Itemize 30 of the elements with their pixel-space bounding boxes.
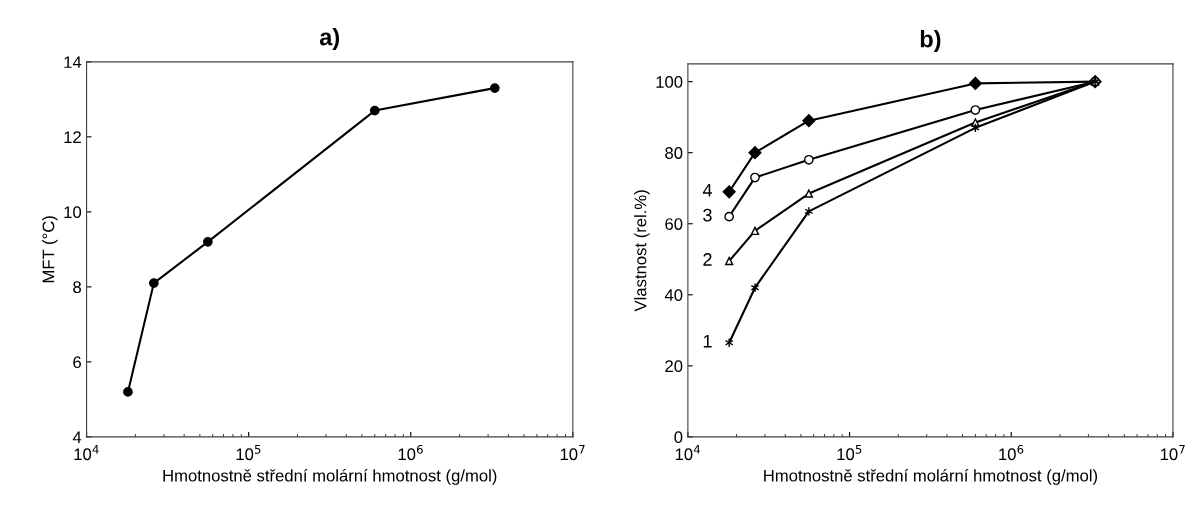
- x-tick-label: 10$^{4}$: [675, 445, 701, 461]
- series-label: 4: [702, 184, 712, 197]
- x-tick-label: 10$^{5}$: [837, 445, 862, 461]
- y-tick-label: 14: [64, 56, 82, 68]
- x-tick-label: 10$^{7}$: [1160, 445, 1185, 461]
- x-tick-label: 10$^{6}$: [398, 444, 423, 461]
- y-tick-label: 60: [665, 218, 683, 230]
- y-axis-title: MFT (°C): [42, 216, 58, 283]
- y-tick-label: 8: [73, 281, 81, 294]
- x-tick-label: 10$^{7}$: [560, 445, 585, 461]
- series-label: 1: [703, 335, 712, 348]
- chart-title: b): [920, 30, 941, 53]
- chart-title: a): [319, 28, 340, 51]
- x-axis-title: Hmotnostně střední molární hmotnost (g/mol): [163, 469, 497, 485]
- x-tick-label: 10$^{4}$: [74, 445, 99, 461]
- y-tick-label: 20: [665, 360, 683, 373]
- series-label: 2: [703, 253, 712, 266]
- y-tick-label: 10: [64, 206, 82, 219]
- y-tick-label: 12: [64, 131, 81, 143]
- y-tick-label: 80: [665, 147, 683, 159]
- series-label: 3: [703, 208, 712, 222]
- x-axis-title: Hmotnostně střední molární hmotnost (g/mol): [764, 469, 1098, 485]
- y-tick-label: 40: [664, 289, 683, 301]
- x-tick-label: 10$^{6}$: [999, 444, 1024, 461]
- x-tick-label: 10$^{5}$: [236, 445, 261, 461]
- y-tick-label: 6: [73, 356, 81, 369]
- y-tick-label: 0: [674, 431, 683, 444]
- y-tick-label: 100: [656, 76, 683, 88]
- y-axis-title: Vlastnost (rel.%): [634, 190, 650, 312]
- y-tick-label: 4: [72, 431, 82, 443]
